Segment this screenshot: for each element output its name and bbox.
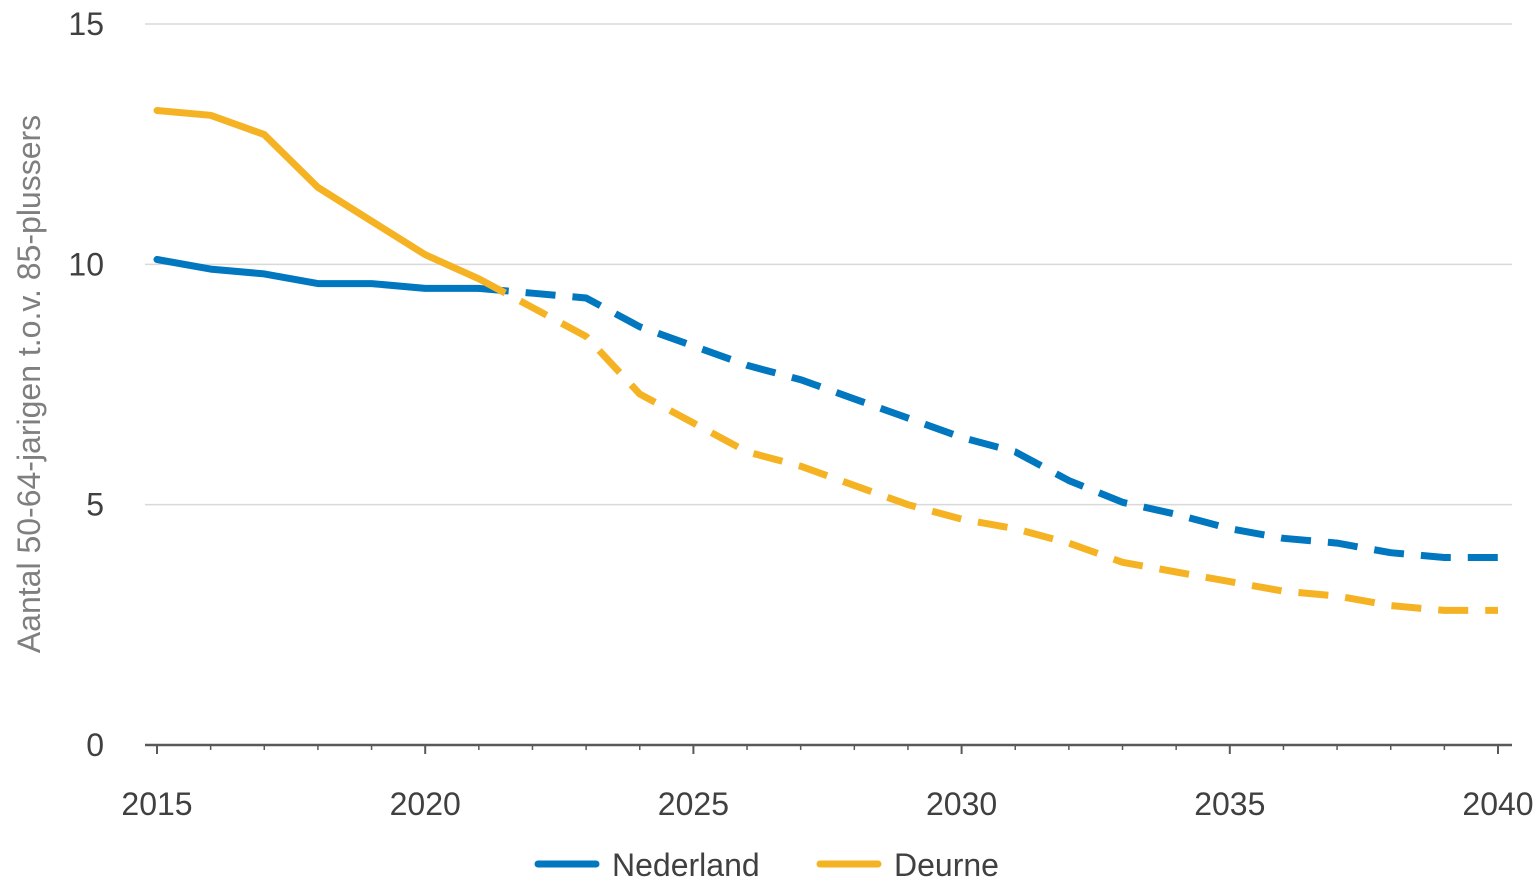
series-nederland-projection-line bbox=[478, 284, 1498, 561]
y-tick-label: 15 bbox=[68, 6, 104, 42]
legend: Nederland Deurne bbox=[534, 847, 999, 882]
x-tick-label: 2025 bbox=[658, 786, 729, 822]
legend-label-nederland: Nederland bbox=[612, 847, 760, 882]
x-tick-label: 2035 bbox=[1194, 786, 1265, 822]
series-deurne-projection-line bbox=[477, 275, 1498, 614]
y-tick-label: 5 bbox=[86, 487, 104, 523]
x-tick-label: 2015 bbox=[121, 786, 192, 822]
x-tick-label: 2040 bbox=[1462, 786, 1533, 822]
y-axis-title: Aantal 50-64-jarigen t.o.v. 85-plussers bbox=[11, 115, 47, 653]
series-nederland-observed-line bbox=[153, 256, 483, 292]
gridlines bbox=[145, 23, 1512, 506]
y-tick-label: 10 bbox=[68, 246, 104, 282]
series-deurne-observed-line bbox=[153, 107, 483, 283]
x-axis: 2015 2020 2025 2030 2035 2040 bbox=[121, 743, 1534, 822]
x-tick-label: 2020 bbox=[390, 786, 461, 822]
legend-item-nederland: Nederland bbox=[534, 847, 760, 882]
series-layer bbox=[153, 107, 1498, 614]
y-axis: 0 5 10 15 bbox=[68, 6, 104, 763]
legend-label-deurne: Deurne bbox=[894, 847, 999, 882]
legend-item-deurne: Deurne bbox=[816, 847, 999, 882]
x-tick-label: 2030 bbox=[926, 786, 997, 822]
y-tick-label: 0 bbox=[86, 727, 104, 763]
